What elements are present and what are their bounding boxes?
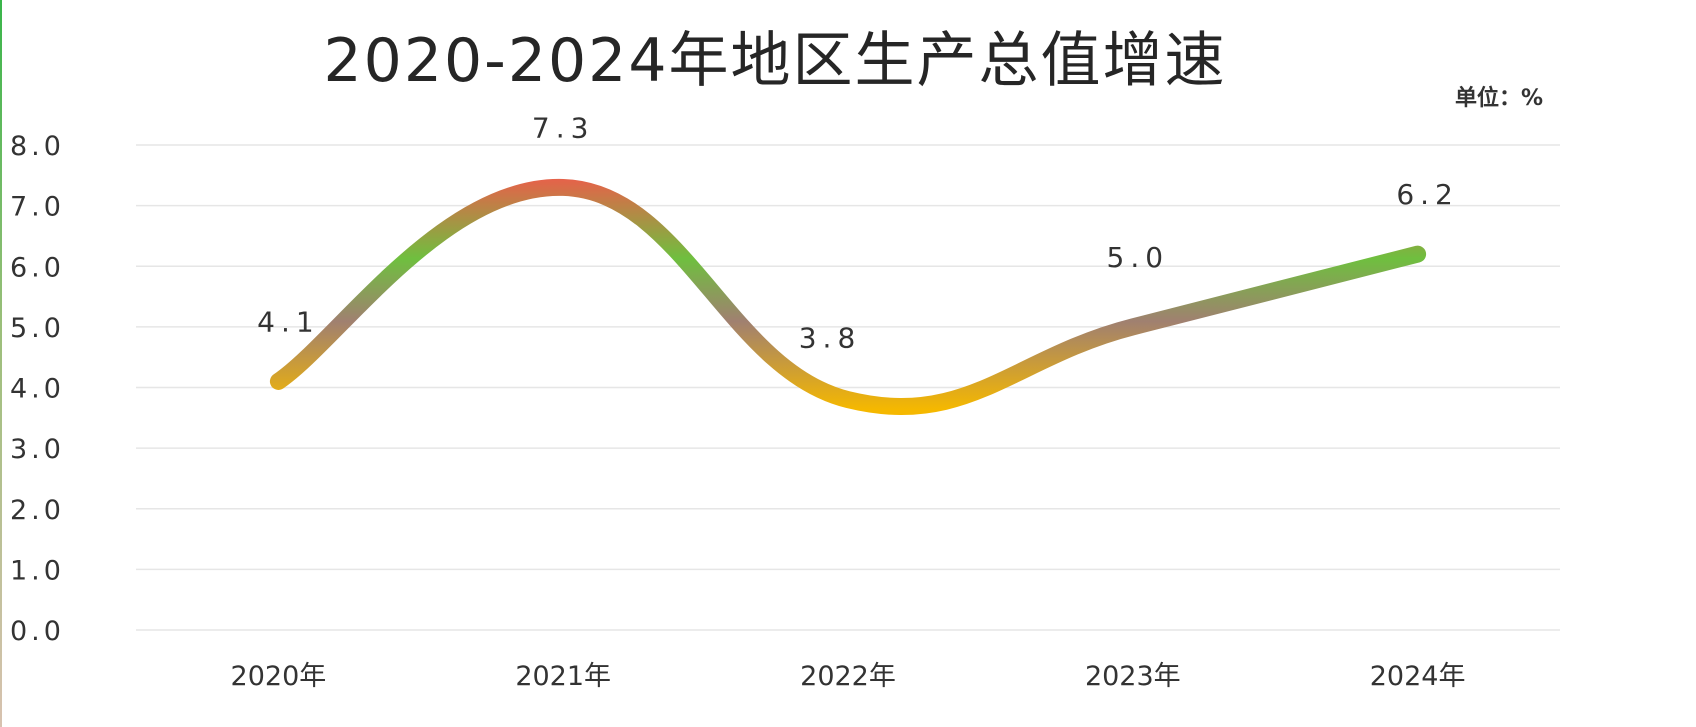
- x-category-label: 2022年: [800, 661, 896, 692]
- data-label: 5.0: [1107, 241, 1170, 274]
- y-tick-label: 6.0: [10, 252, 65, 283]
- x-category-label: 2023年: [1085, 661, 1181, 692]
- data-label: 7.3: [532, 111, 595, 144]
- data-label: 3.8: [799, 322, 862, 355]
- series-line: [269, 178, 1427, 416]
- y-tick-label: 3.0: [10, 434, 65, 465]
- data-label: 4.1: [257, 305, 320, 338]
- y-tick-label: 0.0: [10, 616, 65, 647]
- y-axis-ticks: 0.0 1.0 2.0 3.0 4.0 5.0 6.0 7.0 8.0: [10, 131, 65, 647]
- x-category-label: 2021年: [515, 661, 611, 692]
- chart-title: 2020-2024年地区生产总值增速: [323, 26, 1227, 96]
- y-tick-label: 4.0: [10, 374, 65, 405]
- left-edge-border: [0, 0, 2, 727]
- y-tick-label: 1.0: [10, 555, 65, 586]
- x-category-label: 2020年: [231, 661, 327, 692]
- series-line-layer: [269, 178, 1427, 416]
- data-label-layer: 4.1 7.3 3.8 5.0 6.2: [257, 111, 1459, 355]
- data-label: 6.2: [1396, 178, 1459, 211]
- x-axis-categories: 2020年 2021年 2022年 2023年 2024年: [231, 661, 1466, 692]
- y-tick-label: 8.0: [10, 131, 65, 162]
- y-tick-label: 2.0: [10, 495, 65, 526]
- y-tick-label: 5.0: [10, 313, 65, 344]
- y-tick-label: 7.0: [10, 192, 65, 223]
- x-category-label: 2024年: [1370, 661, 1466, 692]
- unit-label: 单位：%: [1455, 86, 1544, 111]
- grid-layer: [136, 144, 1560, 631]
